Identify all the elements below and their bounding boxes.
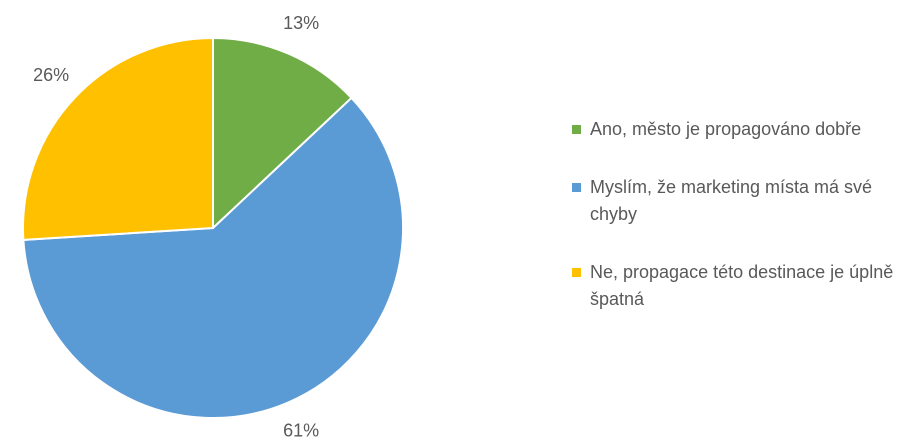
data-label: 61% [283,420,319,440]
legend-swatch [572,183,581,192]
legend-label: Ano, město je propagováno dobře [590,119,862,139]
legend-item: Myslím, že marketing místa má své chyby [572,174,902,228]
legend-swatch [572,268,581,277]
pie-slice [212,36,353,231]
legend-item: Ano, město je propagováno dobře [572,116,902,143]
legend-item: Ne, propagace této destinace je úplně šp… [572,259,902,313]
data-label: 26% [33,65,69,85]
legend: Ano, město je propagováno dobře Myslím, ž… [572,116,902,344]
legend-swatch [572,125,581,134]
pie-slice [22,36,214,241]
legend-label: Myslím, že marketing místa má své chyby [590,177,873,224]
data-label: 13% [283,13,319,33]
legend-label: Ne, propagace této destinace je úplně šp… [590,262,894,309]
pie-slice [22,96,404,419]
